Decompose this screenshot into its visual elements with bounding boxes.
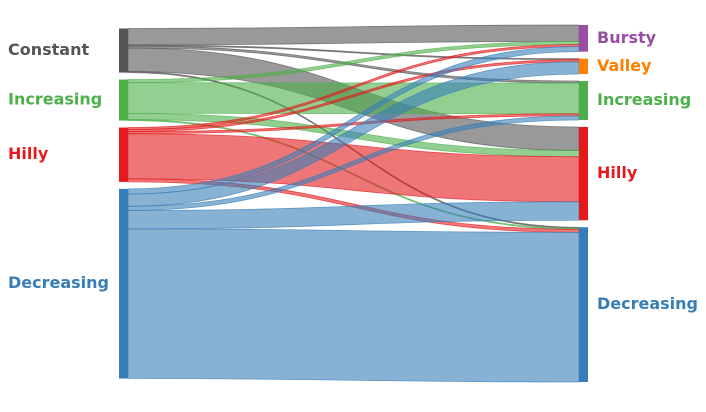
target-node [579,81,588,120]
target-node [579,126,588,221]
source-label: Increasing [8,90,102,109]
source-node [119,127,128,182]
target-label: Increasing [597,90,691,109]
target-label: Bursty [597,28,657,47]
flow [127,228,580,383]
target-node [579,227,588,382]
source-node [119,79,128,121]
source-node [119,188,128,379]
source-node [119,28,128,73]
flow [127,46,580,195]
flow [127,24,580,46]
target-label: Valley [597,56,652,75]
links [127,24,580,383]
target-node [579,25,588,52]
target-node [579,58,588,75]
flow [127,201,580,230]
flow [127,115,580,211]
target-label: Decreasing [597,294,698,313]
source-label: Hilly [8,144,49,163]
source-label: Decreasing [8,273,109,292]
target-label: Hilly [597,163,638,182]
source-label: Constant [8,40,89,59]
